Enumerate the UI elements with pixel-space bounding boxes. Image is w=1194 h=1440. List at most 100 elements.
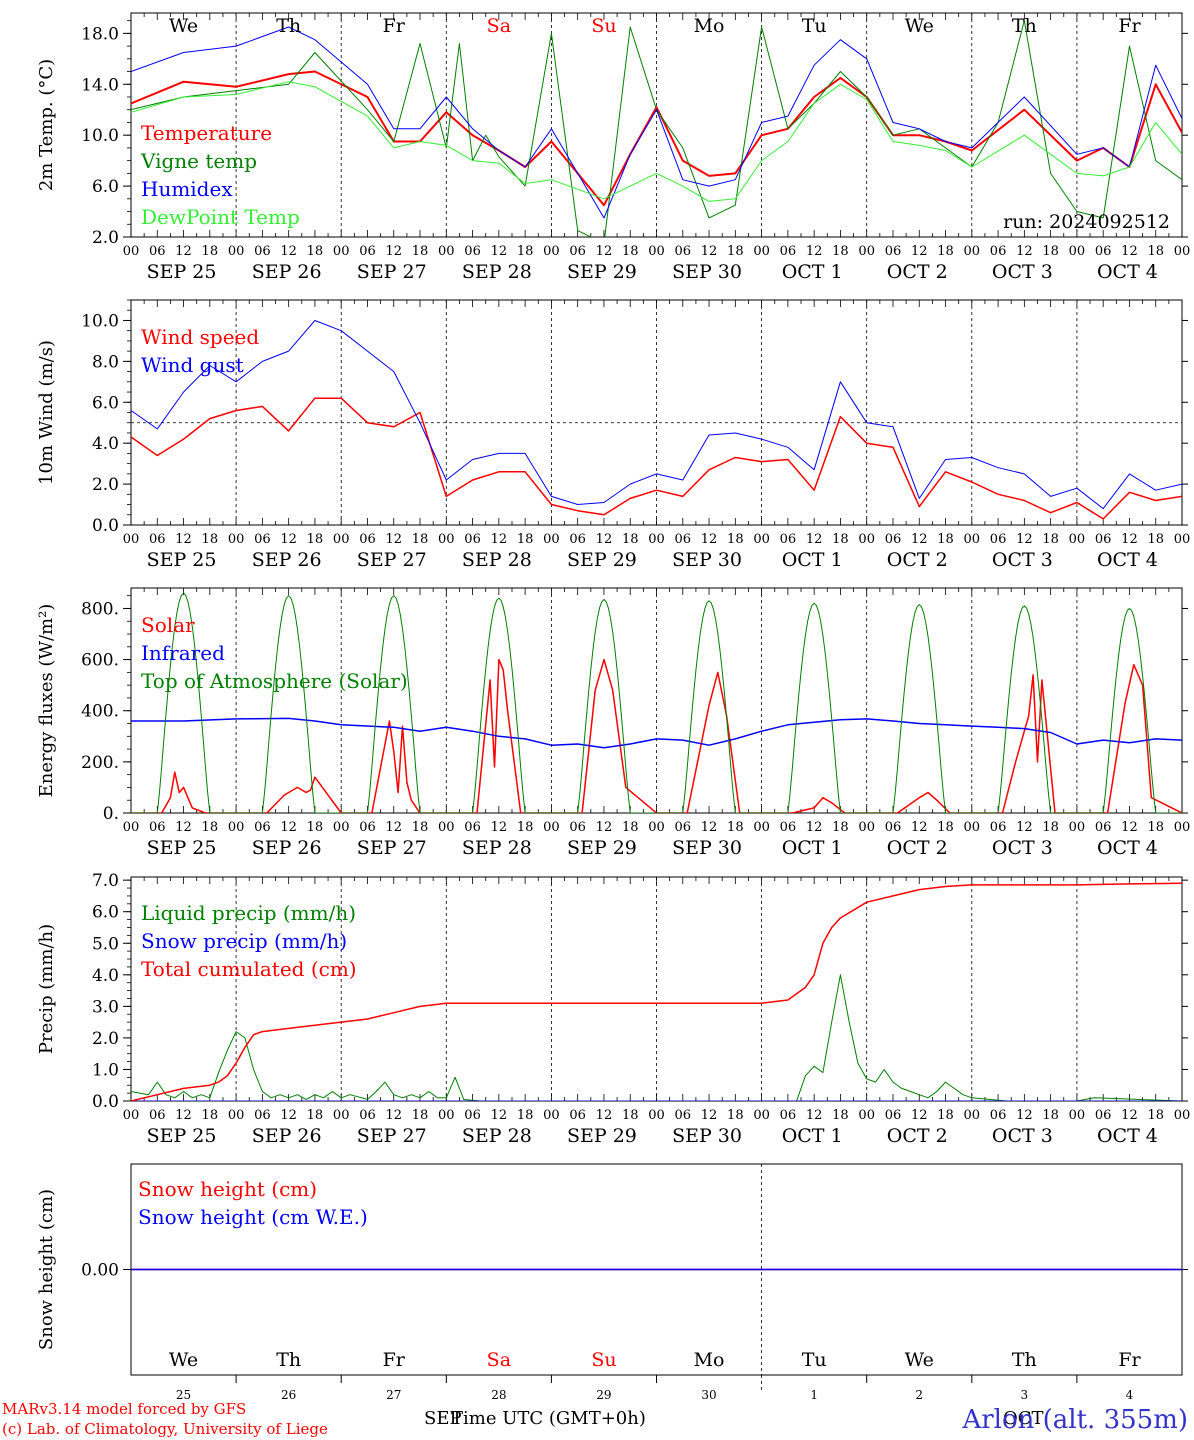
y-tick-label: 3.0 [92,997,119,1017]
x-hour-label: 00 [964,244,981,259]
x-hour-label: 18 [727,244,744,259]
y-tick-label: 8.0 [92,352,119,372]
x-date-label: SEP 30 [672,837,742,859]
x-date-label: SEP 28 [462,549,532,571]
weekday-label: Fr [1118,15,1141,37]
panel-frame [130,299,1183,526]
y-tick-label: 6.0 [92,903,119,923]
x-hour-label: 18 [832,244,849,259]
x-hour-label: 06 [569,244,586,259]
bottom-weekday-label: Mo [694,1349,725,1371]
x-hour-label: 00 [438,244,455,259]
x-hour-label: 06 [780,1108,797,1123]
x-hour-label: 12 [491,244,508,259]
x-hour-label: 18 [727,1108,744,1123]
x-hour-label: 06 [675,1108,692,1123]
y-tick-label: 4.0 [92,434,119,454]
x-hour-label: 06 [675,820,692,835]
x-month-label-2: OCT [1003,1408,1044,1429]
series-vigne-temp [131,20,1182,237]
legend-entry: Snow height (cm W.E.) [138,1205,368,1229]
legend-entry: Temperature [141,121,272,145]
x-hour-label: 00 [753,820,770,835]
run-label: run: 2024092512 [1003,211,1170,233]
x-hour-label: 00 [438,1108,455,1123]
series-wind-gust [131,320,1182,510]
x-month-label: SEP [424,1408,462,1429]
x-hour-label: 12 [385,532,402,547]
x-hour-label: 00 [1069,532,1086,547]
x-hour-label: 18 [937,820,954,835]
x-hour-label: 18 [1147,244,1164,259]
x-hour-label: 00 [438,532,455,547]
x-hour-label: 06 [675,532,692,547]
x-date-label: SEP 25 [147,1125,217,1147]
x-hour-label: 00 [964,820,981,835]
series-humidex [131,26,1182,219]
x-hour-label: 12 [280,244,297,259]
bottom-weekday-label: We [169,1349,198,1371]
x-date-label: OCT 3 [992,1125,1053,1147]
x-hour-label: 00 [333,244,350,259]
weekday-label: Fr [383,15,406,37]
x-hour-label: 18 [1042,532,1059,547]
panel-5: 0.00 Snow height (cm) Snow height (cm) Snow… [36,1163,1188,1383]
series-top-of-atmosphere-solar [131,592,1182,813]
x-hour-label: 06 [675,244,692,259]
y-tick-label: 200. [81,753,119,773]
x-hour-label: 00 [1174,1108,1191,1123]
x-hour-label: 00 [123,1108,140,1123]
x-hour-label: 18 [307,532,324,547]
y-tick-label: 2.0 [92,475,119,495]
y-tick-label: 18.0 [81,24,119,44]
x-hour-label: 06 [359,820,376,835]
y-axis-label: Precip (mm/h) [36,924,57,1054]
x-hour-label: 18 [727,532,744,547]
x-hour-label: 06 [885,244,902,259]
x-hour-label: 00 [1069,820,1086,835]
x-hour-label: 12 [596,244,613,259]
y-tick-label: 4.0 [92,966,119,986]
x-hour-label: 12 [701,532,718,547]
x-hour-label: 06 [359,1108,376,1123]
x-date-label: OCT 4 [1097,549,1158,571]
x-hour-label: 18 [1147,820,1164,835]
x-date-label: OCT 1 [782,837,843,859]
x-hour-label: 00 [333,532,350,547]
y-tick-label: 7.0 [92,871,119,891]
x-hour-label: 18 [517,244,534,259]
x-hour-label: 00 [333,820,350,835]
x-hour-label: 12 [596,1108,613,1123]
x-hour-label: 12 [280,532,297,547]
y-tick-label: 2.0 [92,228,119,248]
x-hour-label: 00 [123,244,140,259]
x-hour-label: 06 [359,244,376,259]
x-date-label: OCT 1 [782,261,843,283]
x-hour-label: 06 [990,820,1007,835]
x-hour-label: 12 [806,532,823,547]
x-hour-label: 00 [1069,1108,1086,1123]
x-hour-label: 18 [832,820,849,835]
x-hour-label: 18 [202,532,219,547]
bottom-weekday-label: Th [1012,1349,1037,1371]
x-hour-label: 00 [648,1108,665,1123]
x-hour-label: 12 [911,1108,928,1123]
x-hour-label: 18 [832,1108,849,1123]
x-hour-label: 12 [175,532,192,547]
x-hour-label: 00 [648,820,665,835]
x-hour-label: 00 [858,532,875,547]
weekday-label: Th [276,15,301,37]
x-date-label: OCT 2 [887,837,948,859]
legend-entry: Vigne temp [140,149,257,173]
bottom-weekday-label: Fr [1118,1349,1141,1371]
x-hour-label: 06 [780,244,797,259]
panel-frame [130,587,1183,814]
x-hour-label: 12 [1121,1108,1138,1123]
legend-entry: DewPoint Temp [141,205,300,229]
x-hour-label: 12 [280,820,297,835]
x-hour-label: 12 [491,1108,508,1123]
x-hour-label: 00 [543,244,560,259]
x-hour-label: 18 [937,532,954,547]
x-hour-label: 18 [202,1108,219,1123]
series-group [131,20,1182,237]
